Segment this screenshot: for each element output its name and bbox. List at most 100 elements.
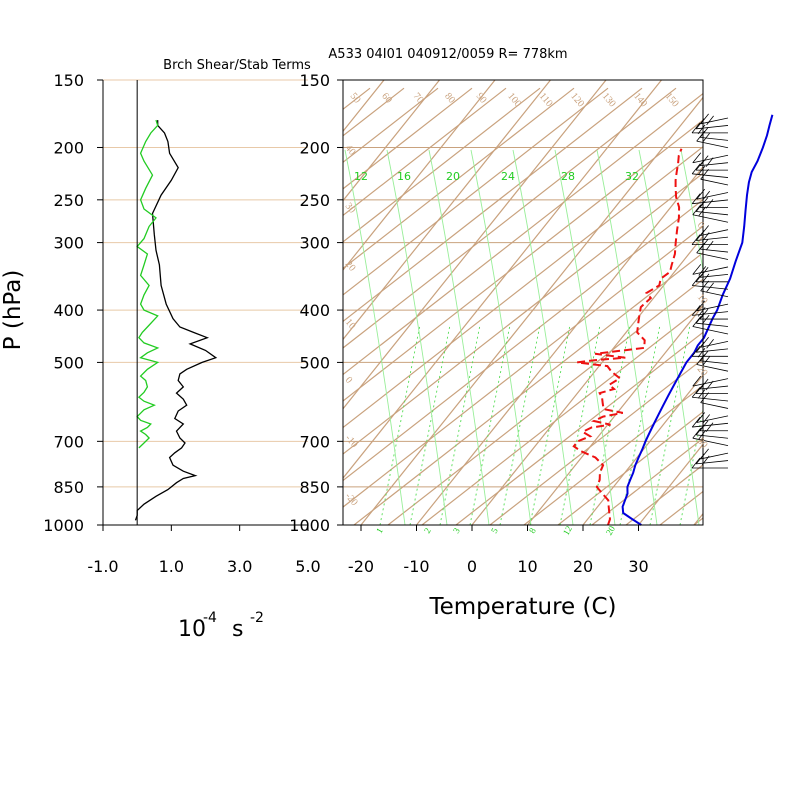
wind-barb-staff	[696, 415, 729, 423]
moist-adiabat-line	[596, 149, 658, 525]
wind-barb-staff	[700, 273, 729, 278]
mixing-ratio-label-upper: 24	[501, 170, 515, 183]
moist-adiabat-line	[470, 149, 532, 525]
wind-barb-staff	[696, 236, 729, 241]
mixing-ratio-label-upper: 16	[397, 170, 411, 183]
x-axis-label-temperature: Temperature (C)	[428, 594, 616, 620]
wind-barb-flag	[691, 275, 701, 286]
units-base: 10	[178, 617, 206, 642]
y-tick-label-left: 400	[53, 301, 84, 320]
wind-barb-staff	[696, 252, 729, 260]
theta-label-top: 150	[663, 91, 681, 110]
isotherm-line	[527, 304, 703, 525]
wind-barb-flag	[691, 416, 701, 428]
dry-adiabat-line	[343, 87, 609, 296]
wind-barb	[692, 427, 729, 447]
wind-barb	[691, 305, 729, 317]
mixing-ratio-label-lower: 8	[527, 526, 538, 535]
dry-adiabat-line	[591, 437, 703, 525]
wind-barb	[699, 378, 729, 391]
mixing-ratio-label-lower: 20	[604, 524, 617, 537]
left-series-line	[134, 120, 218, 521]
wind-barb-staff	[696, 364, 729, 372]
y-tick-label-right: 250	[299, 191, 330, 210]
theta-label-right: 0	[695, 220, 707, 231]
right-x-tick-label: 0	[467, 557, 477, 576]
dry-adiabat-line	[659, 490, 703, 525]
wind-barb-staff	[700, 402, 729, 409]
wind-barb	[699, 238, 729, 253]
dry-adiabat-line	[353, 252, 703, 525]
dry-adiabat-line	[343, 87, 541, 243]
wind-barb-staff	[696, 192, 729, 200]
wind-barb-flag	[700, 280, 709, 292]
wind-barb	[691, 122, 728, 135]
wind-barb-flag	[691, 346, 701, 357]
wind-barb-staff	[700, 162, 729, 167]
wind-barb-flag	[705, 422, 714, 433]
isotherm-line	[471, 235, 703, 525]
wind-barb-flag	[702, 190, 711, 201]
y-axis-label: P (hPa)	[0, 270, 26, 351]
wind-barb-flag	[700, 392, 709, 403]
wind-barb-flag	[697, 124, 706, 135]
dry-adiabat-line	[625, 464, 703, 525]
mixing-ratio-line	[710, 325, 750, 525]
wind-barb-flag	[706, 115, 714, 126]
mixing-ratio-line	[529, 324, 571, 525]
wind-barb-flag	[697, 388, 706, 399]
wind-barb-staff	[696, 348, 729, 353]
isotherm-line	[0, 80, 329, 525]
units-unit: s	[232, 617, 243, 642]
y-tick-label-right: 500	[299, 353, 330, 372]
moist-adiabat-line	[680, 149, 703, 273]
sounding-title: A533 04I01 040912/0059 R= 778km	[328, 47, 567, 62]
theta-label-top: 70	[411, 91, 426, 106]
wind-barb-staff	[692, 214, 729, 223]
mixing-ratio-label-lower: 1	[374, 526, 385, 535]
units-exp1: -4	[203, 610, 217, 626]
skewt-frame	[342, 79, 704, 526]
wind-barb-flag	[691, 457, 701, 469]
mixing-ratio-line	[679, 407, 703, 525]
wind-barb-flag	[697, 165, 706, 176]
theta-label-left: 0	[343, 375, 355, 386]
left-x-tick-label: 1.0	[159, 557, 184, 576]
wind-barb	[695, 453, 729, 466]
theta-label-left: 20	[343, 259, 358, 274]
wind-barb-flag	[691, 386, 701, 398]
wind-barb-staff	[696, 322, 729, 327]
wind-barb	[700, 280, 729, 298]
wind-barb-flag	[692, 152, 702, 163]
right-x-tick-label: -10	[403, 557, 429, 576]
y-tick-label-right: 700	[299, 432, 330, 451]
skewt-grid	[0, 79, 800, 526]
wind-barb-staff	[692, 154, 729, 164]
wind-barb	[699, 267, 729, 278]
dry-adiabat-line	[796, 88, 800, 525]
mixing-ratio-line	[619, 324, 661, 525]
wind-barb-staff	[692, 396, 729, 402]
wind-barb-staff	[700, 137, 729, 141]
y-tick-label-left: 1000	[43, 516, 84, 535]
wind-barb-staff	[700, 229, 729, 236]
wind-barb-flag	[691, 234, 701, 245]
theta-label-top: 80	[442, 91, 457, 106]
left-x-tick-label: 5.0	[295, 557, 320, 576]
y-tick-label-right: 300	[299, 234, 330, 253]
wind-barb-flag	[697, 307, 706, 317]
wind-barb	[692, 316, 729, 335]
dry-adiabat-line	[343, 172, 703, 455]
dry-adiabat-line	[728, 88, 800, 525]
wind-barb-staff	[700, 341, 729, 348]
wind-barb-flag	[699, 197, 709, 208]
theta-label-top: 140	[631, 91, 649, 110]
dewpoint-profile-line	[572, 148, 683, 526]
isotherm-line	[638, 443, 703, 525]
units-exp2: -2	[250, 610, 264, 626]
isotherm-line	[750, 80, 800, 525]
y-tick-label-left: 500	[53, 353, 84, 372]
dry-adiabat-line	[343, 145, 703, 429]
y-tick-label-left: 250	[53, 191, 84, 210]
wind-barb	[699, 308, 728, 320]
